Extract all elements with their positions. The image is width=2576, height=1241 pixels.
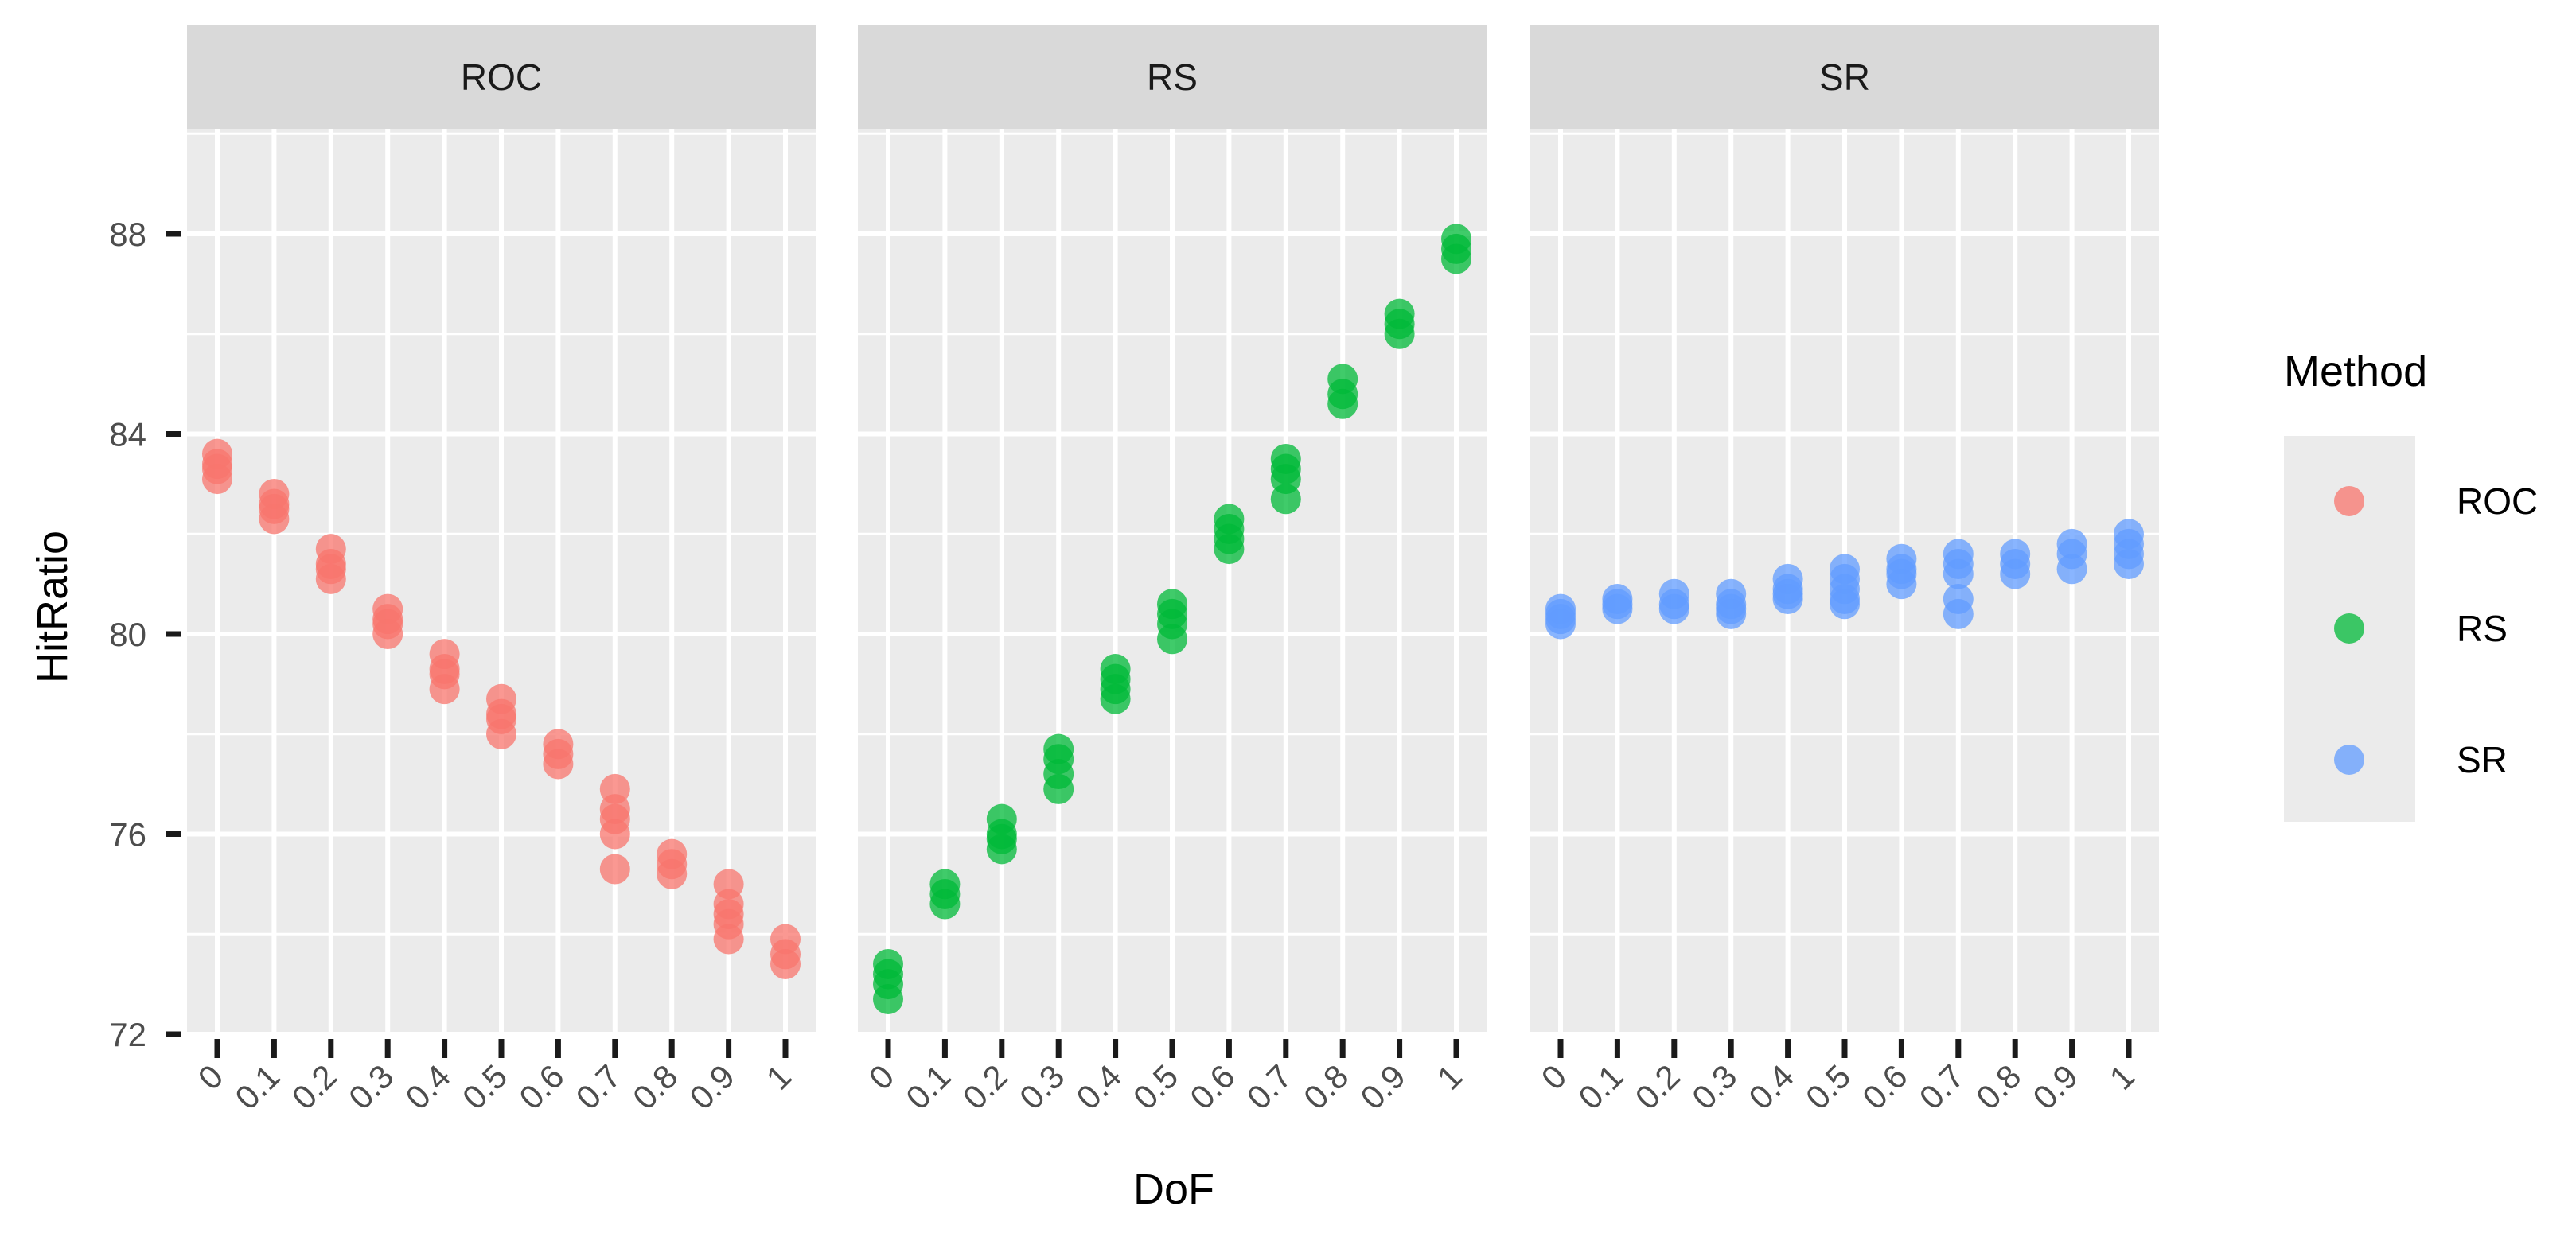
facet-panels: ROC RS SR: [187, 25, 2159, 1037]
facet-strip-label: SR: [1819, 56, 1870, 98]
y-axis-title: HitRatio: [29, 531, 76, 683]
facet-strip: [1530, 25, 2159, 129]
data-point: [1100, 683, 1131, 714]
y-tick-label: 72: [109, 1016, 146, 1053]
data-point: [2114, 548, 2144, 579]
data-point: [873, 983, 903, 1014]
data-point: [1157, 624, 1187, 655]
facet-strip: [187, 25, 816, 129]
legend-entry-label: RS: [2457, 608, 2508, 649]
data-point: [1602, 593, 1633, 624]
data-point: [1327, 388, 1358, 419]
legend-entry-label: SR: [2457, 739, 2508, 780]
y-tick-label: 76: [109, 816, 146, 854]
data-point: [372, 619, 403, 650]
y-tick-label: 88: [109, 216, 146, 253]
facet-panel-rs: RS: [858, 25, 1487, 1037]
series-points-roc: [202, 438, 801, 979]
legend-title: Method: [2284, 348, 2427, 395]
data-point: [1545, 609, 1576, 640]
data-point: [1214, 534, 1245, 565]
legend-key-point: [2334, 745, 2364, 775]
facet-panel-roc: ROC: [187, 25, 816, 1037]
data-point: [1043, 773, 1074, 804]
data-point: [599, 854, 630, 885]
data-point: [315, 563, 346, 594]
series-points-sr: [1545, 519, 2144, 640]
data-point: [486, 718, 516, 749]
data-point: [929, 889, 961, 920]
x-axis-title: DoF: [1133, 1165, 1214, 1213]
data-point: [1943, 558, 1974, 589]
data-point: [543, 749, 574, 780]
data-point: [1658, 593, 1689, 624]
data-point: [202, 464, 232, 495]
legend-entries: ROC RS SR: [2334, 480, 2538, 780]
data-point: [986, 834, 1017, 865]
data-point: [1716, 598, 1747, 629]
data-point: [1270, 484, 1301, 515]
data-point: [259, 504, 290, 535]
data-point: [1943, 598, 1974, 629]
facet-panel-sr: SR: [1530, 25, 2159, 1037]
series-points-rs: [873, 224, 1471, 1014]
data-point: [770, 948, 801, 979]
legend-key-point: [2334, 486, 2364, 516]
data-point: [1830, 589, 1860, 620]
legend-entry-sr: SR: [2334, 739, 2508, 780]
data-point: [657, 858, 688, 889]
facet-strip-label: RS: [1147, 56, 1198, 98]
data-point: [1772, 584, 1803, 615]
data-point: [2056, 554, 2087, 585]
legend-entry-rs: RS: [2334, 608, 2508, 649]
data-point: [2000, 558, 2031, 589]
data-point: [429, 674, 460, 705]
data-point: [713, 924, 744, 955]
legend: Method ROC RS SR: [2284, 348, 2538, 822]
y-tick-label: 84: [109, 416, 146, 453]
data-point: [1441, 243, 1471, 274]
data-point: [1384, 318, 1415, 349]
data-point: [1886, 569, 1917, 600]
data-point: [599, 819, 630, 850]
legend-key-point: [2334, 613, 2364, 644]
facet-strip: [858, 25, 1487, 129]
y-tick-label: 80: [109, 616, 146, 653]
legend-entry-label: ROC: [2457, 480, 2538, 522]
facet-strip-label: ROC: [461, 56, 542, 98]
y-axis: 72 76 80 84 88: [109, 216, 181, 1053]
legend-entry-roc: ROC: [2334, 480, 2538, 522]
